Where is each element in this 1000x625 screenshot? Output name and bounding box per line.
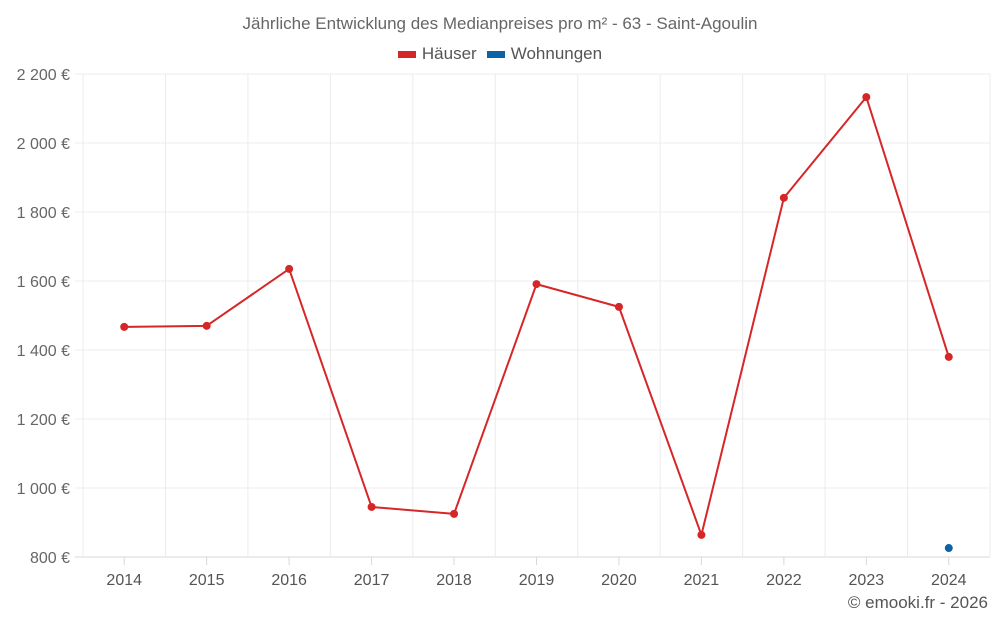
data-series [120, 93, 953, 553]
data-point[interactable] [944, 544, 953, 553]
x-tick-label: 2016 [271, 572, 307, 589]
x-tick-label: 2014 [106, 572, 142, 589]
data-point[interactable] [120, 322, 129, 331]
data-point[interactable] [697, 530, 706, 539]
y-tick-label: 1 400 € [17, 343, 70, 360]
data-point[interactable] [862, 93, 871, 102]
y-tick-label: 2 200 € [17, 67, 70, 84]
legend-item-wohnungen[interactable]: Wohnungen [486, 44, 603, 64]
legend-label-wohnungen: Wohnungen [510, 44, 603, 63]
data-point[interactable] [367, 502, 376, 511]
data-point[interactable] [944, 352, 953, 361]
data-point[interactable] [532, 280, 541, 289]
grid-lines [75, 73, 991, 558]
legend: Häuser Wohnungen [0, 44, 1000, 64]
legend-item-haeuser[interactable]: Häuser [397, 44, 477, 64]
legend-swatch-wohnungen-icon [486, 50, 505, 58]
x-tick-label: 2017 [354, 572, 390, 589]
data-point[interactable] [779, 193, 788, 202]
y-tick-label: 1 800 € [17, 205, 70, 222]
y-axis: 800 € 1 000 € 1 200 € 1 400 € 1 600 € 1 800 €… [17, 67, 70, 567]
y-tick-label: 800 € [30, 550, 70, 567]
data-point[interactable] [450, 509, 459, 518]
y-tick-label: 1 200 € [17, 412, 70, 429]
chart-title: Jährliche Entwicklung des Medianpreises … [242, 14, 758, 33]
data-point[interactable] [202, 321, 211, 330]
x-tick-label: 2020 [601, 572, 637, 589]
legend-swatch-haeuser-icon [397, 50, 416, 58]
x-tick-label: 2018 [436, 572, 472, 589]
y-tick-label: 1 000 € [17, 481, 70, 498]
x-tick-label: 2019 [519, 572, 555, 589]
data-point[interactable] [285, 264, 294, 273]
x-tick-label: 2024 [931, 572, 967, 589]
x-tick-label: 2022 [766, 572, 802, 589]
x-tick-label: 2021 [684, 572, 720, 589]
legend-label-haeuser: Häuser [421, 44, 477, 63]
y-tick-label: 1 600 € [17, 274, 70, 291]
data-point[interactable] [614, 302, 623, 311]
copyright-credit: © emooki.fr - 2026 [847, 593, 988, 612]
x-axis: 2014 2015 2016 2017 2018 2019 2020 2021 2022 2023… [106, 557, 967, 589]
y-tick-label: 2 000 € [17, 136, 70, 153]
x-tick-label: 2015 [189, 572, 225, 589]
x-tick-label: 2023 [849, 572, 885, 589]
